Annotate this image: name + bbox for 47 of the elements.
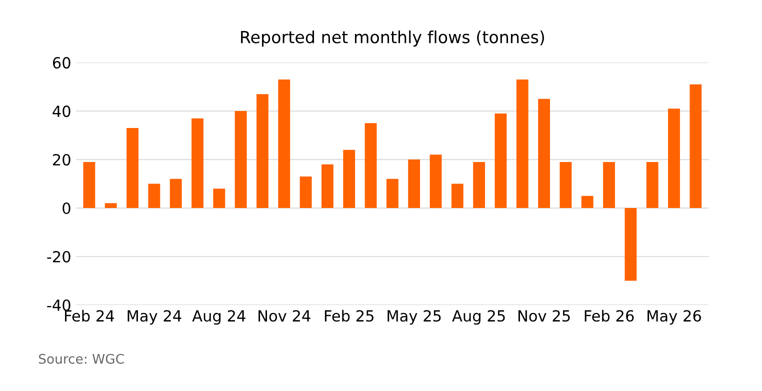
y-tick-label: 0 [62, 202, 70, 214]
bar [408, 160, 420, 208]
y-tick-label: 60 [52, 57, 70, 69]
x-tick-label: May 26 [648, 310, 701, 325]
bar [300, 176, 312, 208]
bar [83, 162, 96, 208]
bar [451, 184, 464, 208]
bar [538, 98, 550, 208]
y-tick-label: -20 [47, 250, 70, 263]
source-note: Source: WGC [38, 354, 124, 364]
bar [104, 203, 117, 208]
bar [343, 150, 356, 208]
bar [646, 162, 658, 208]
bar [321, 164, 334, 208]
x-tick-label: Aug 25 [452, 310, 505, 325]
bar [234, 111, 247, 208]
bar [494, 113, 507, 208]
bar [126, 128, 138, 208]
x-tick-label: Aug 24 [192, 310, 246, 325]
bar [430, 154, 442, 208]
chart-title: Reported net monthly flows (tonnes) [241, 30, 544, 47]
bar [516, 80, 528, 208]
bar [170, 178, 182, 208]
bar [668, 108, 680, 208]
bar [148, 184, 160, 208]
bar [386, 178, 398, 208]
x-tick-label: Feb 24 [65, 310, 114, 322]
y-tick-label: 20 [53, 154, 70, 166]
x-tick-label: May 25 [388, 310, 441, 325]
bar [560, 162, 572, 208]
y-tick-label: 40 [52, 106, 70, 118]
bar [213, 188, 226, 208]
bar [690, 84, 702, 208]
bar [473, 162, 486, 208]
bar [603, 162, 615, 208]
x-tick-label: Nov 24 [258, 310, 310, 322]
bar [192, 118, 204, 208]
y-tick-label: -40 [47, 299, 70, 311]
bar [256, 94, 268, 208]
bar [278, 80, 290, 208]
bar [624, 208, 637, 281]
x-tick-label: Feb 25 [324, 310, 374, 322]
bar [581, 196, 594, 208]
x-tick-label: Feb 26 [584, 310, 634, 322]
bar [364, 123, 377, 208]
x-tick-label: May 24 [128, 310, 182, 325]
x-tick-label: Nov 25 [518, 310, 570, 322]
